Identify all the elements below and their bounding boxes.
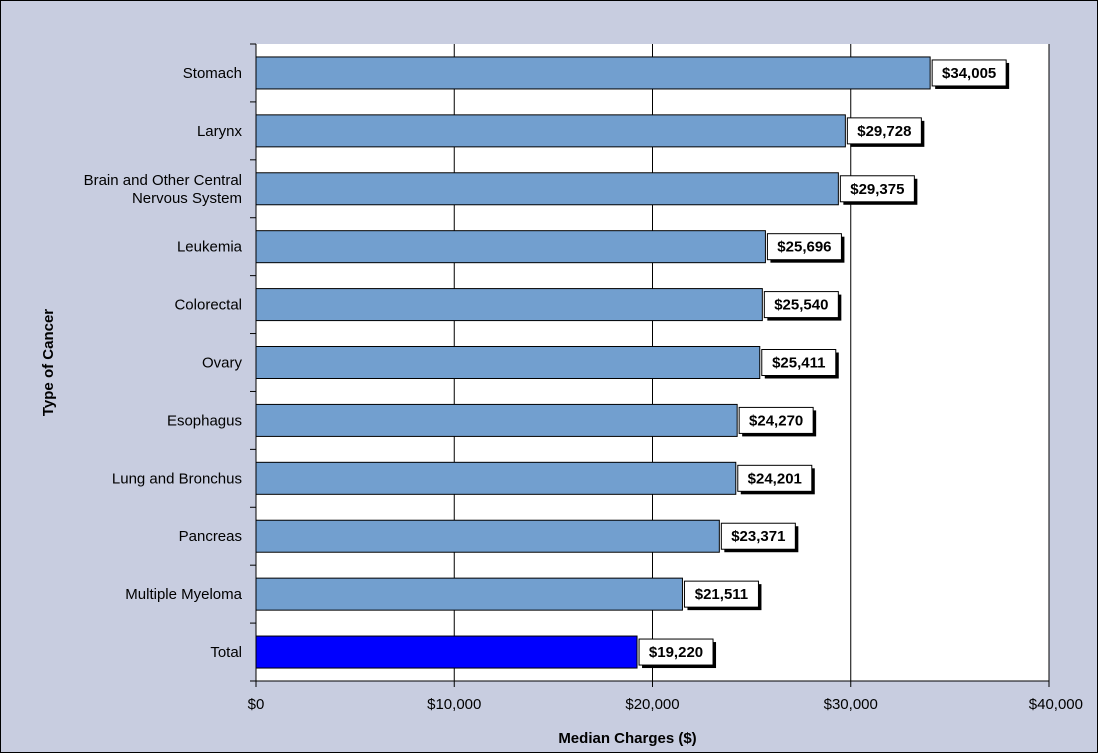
- category-label: Esophagus: [167, 412, 242, 429]
- bar: [255, 346, 761, 379]
- category-label: Total: [210, 644, 242, 661]
- data-label: $34,005: [942, 65, 996, 82]
- data-label: $25,696: [777, 239, 831, 256]
- category-label: Stomach: [183, 65, 242, 82]
- data-label-box: [761, 349, 837, 376]
- data-label: $29,728: [857, 123, 911, 140]
- bar: [255, 461, 737, 495]
- bar: [255, 114, 846, 148]
- x-axis-title: Median Charges ($): [558, 730, 696, 747]
- category-label: Colorectal: [174, 297, 242, 314]
- bar: [255, 56, 931, 90]
- data-label-box: [683, 580, 759, 608]
- bar: [255, 519, 720, 553]
- bar: [255, 172, 839, 206]
- data-label-box: [766, 233, 842, 261]
- bars: [255, 56, 931, 669]
- labels: $34,005 Stomach $29,728 Larynx $29,375 Brain …: [84, 59, 1083, 713]
- category-label: Multiple Myeloma: [125, 586, 242, 603]
- category-label: Nervous System: [132, 190, 242, 207]
- data-label: $21,511: [695, 586, 748, 603]
- x-tick-label: $0: [248, 696, 265, 713]
- data-label-box: [737, 464, 813, 492]
- category-label: Brain and Other Central: [84, 172, 242, 189]
- data-label-box: [846, 117, 922, 145]
- bar: [255, 403, 738, 437]
- category-label: Pancreas: [179, 528, 242, 545]
- axes: [250, 43, 1050, 687]
- x-tick-label: $20,000: [625, 696, 679, 713]
- y-axis-title: Type of Cancer: [40, 309, 57, 416]
- category-label: Larynx: [197, 123, 243, 140]
- category-label: Leukemia: [177, 239, 243, 256]
- x-tick-label: $40,000: [1029, 696, 1083, 713]
- data-label: $25,540: [774, 297, 828, 314]
- category-label: Lung and Bronchus: [112, 470, 242, 487]
- data-label: $25,411: [772, 355, 825, 372]
- x-tick-label: $10,000: [427, 696, 481, 713]
- x-tick-label: $30,000: [824, 696, 878, 713]
- data-label: $29,375: [850, 181, 904, 198]
- data-label-box: [738, 406, 814, 434]
- data-label-box: [839, 175, 915, 203]
- data-label: $24,201: [748, 470, 802, 487]
- data-label: $23,371: [731, 528, 785, 545]
- data-label-box: [720, 522, 796, 550]
- bar: [255, 635, 638, 669]
- bar: [255, 288, 763, 322]
- data-label: $19,220: [649, 644, 703, 661]
- data-label-box: [763, 291, 839, 319]
- bar: [255, 230, 766, 264]
- data-label: $24,270: [749, 412, 803, 429]
- data-label-box: [638, 638, 714, 666]
- category-label: Ovary: [202, 355, 243, 372]
- bar: [255, 577, 683, 611]
- data-label-box: [931, 59, 1007, 87]
